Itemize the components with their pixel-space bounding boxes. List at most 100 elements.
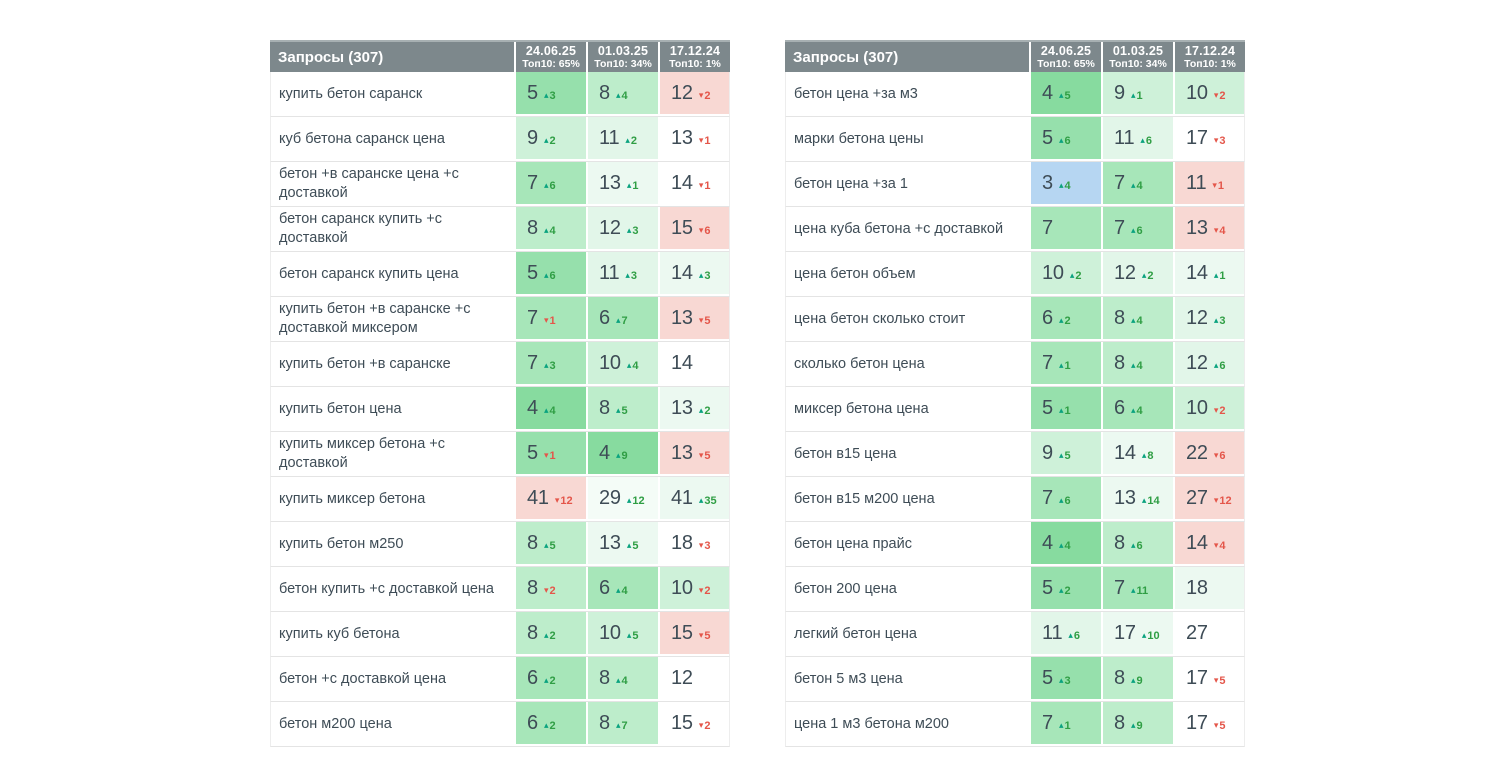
table-row[interactable]: купить куб бетона 8 ▴ 2 10 ▴ 5 15 ▾ 5 — [270, 612, 730, 657]
table-row[interactable]: бетон цена +за м3 4 ▴ 5 9 ▴ 1 10 ▾ 2 — [785, 72, 1245, 117]
keyword-label: бетон м200 цена — [279, 715, 392, 732]
table-row[interactable]: бетон в15 м200 цена 7 ▴ 6 13 ▴ 14 27 ▾ 12 — [785, 477, 1245, 522]
table-row[interactable]: бетон цена прайс 4 ▴ 4 8 ▴ 6 14 ▾ 4 — [785, 522, 1245, 567]
rank-cell: 4 ▴ 5 — [1029, 72, 1101, 116]
date-column-header[interactable]: 01.03.25 Топ10: 34% — [586, 42, 658, 72]
keyword-cell: бетон 5 м3 цена — [786, 657, 1029, 701]
rank-cell: 9 ▴ 1 — [1101, 72, 1173, 116]
date-column-header[interactable]: 24.06.25 Топ10: 65% — [514, 42, 586, 72]
rank-value: 13 — [1186, 216, 1208, 239]
rank-delta: ▴ 2 — [544, 675, 556, 687]
date-column-header[interactable]: 01.03.25 Топ10: 34% — [1101, 42, 1173, 72]
rank-value: 14 — [1186, 261, 1208, 284]
down-arrow-icon: ▾ — [1212, 180, 1217, 190]
table-row[interactable]: цена 1 м3 бетона м200 7 ▴ 1 8 ▴ 9 17 ▾ 5 — [785, 702, 1245, 747]
table-row[interactable]: марки бетона цены 5 ▴ 6 11 ▴ 6 17 ▾ 3 — [785, 117, 1245, 162]
rank-cell: 7 ▾ 1 — [514, 297, 586, 341]
rank-value: 7 — [1042, 486, 1053, 509]
table-row[interactable]: легкий бетон цена 11 ▴ 6 17 ▴ 10 27 — [785, 612, 1245, 657]
rank-delta-value: 2 — [549, 629, 556, 642]
rank-delta: ▾ 5 — [699, 315, 711, 327]
up-arrow-icon: ▴ — [543, 135, 549, 145]
rank-value: 27 — [1186, 486, 1208, 509]
rank-cell: 14 ▴ 3 — [658, 252, 729, 296]
table-row[interactable]: цена куба бетона +с доставкой 7 7 ▴ 6 13 ▾ 4 — [785, 207, 1245, 252]
rank-cell: 8 ▴ 4 — [586, 657, 658, 701]
up-arrow-icon: ▴ — [615, 675, 621, 685]
up-arrow-icon: ▴ — [1058, 720, 1064, 730]
keyword-label: куб бетона саранск цена — [279, 130, 445, 147]
table-row[interactable]: цена бетон объем 10 ▴ 2 12 ▴ 2 14 ▴ 1 — [785, 252, 1245, 297]
rank-delta-value: 2 — [1147, 269, 1154, 282]
rank-cell: 5 ▴ 6 — [514, 252, 586, 296]
up-arrow-icon: ▴ — [1068, 630, 1073, 640]
table-row[interactable]: бетон 200 цена 5 ▴ 2 7 ▴ 11 18 — [785, 567, 1245, 612]
up-arrow-icon: ▴ — [543, 360, 549, 370]
up-arrow-icon: ▴ — [1069, 270, 1075, 280]
keyword-cell: купить бетон саранск — [271, 72, 514, 116]
table-row[interactable]: купить бетон +в саранске 7 ▴ 3 10 ▴ 4 14 — [270, 342, 730, 387]
rank-cell: 13 ▴ 1 — [586, 162, 658, 206]
rank-value: 8 — [527, 531, 538, 554]
table-row[interactable]: сколько бетон цена 7 ▴ 1 8 ▴ 4 12 ▴ 6 — [785, 342, 1245, 387]
table-row[interactable]: купить миксер бетона +с доставкой 5 ▾ 1 4 ▴ 9 1… — [270, 432, 730, 477]
rank-cell: 11 ▴ 6 — [1101, 117, 1173, 161]
down-arrow-icon: ▾ — [543, 450, 549, 460]
table-row[interactable]: бетон 5 м3 цена 5 ▴ 3 8 ▴ 9 17 ▾ 5 — [785, 657, 1245, 702]
rank-delta: ▾ 5 — [699, 450, 711, 462]
date-column-header[interactable]: 17.12.24 Топ10: 1% — [658, 42, 730, 72]
table-row[interactable]: куб бетона саранск цена 9 ▴ 2 11 ▴ 2 13 ▾ 1 — [270, 117, 730, 162]
rank-cell: 8 ▴ 5 — [586, 387, 658, 431]
rank-delta: ▴ 2 — [544, 630, 556, 642]
rank-cell: 10 ▾ 2 — [658, 567, 729, 611]
rank-cell: 7 ▴ 11 — [1101, 567, 1173, 611]
date-column-header[interactable]: 24.06.25 Топ10: 65% — [1029, 42, 1101, 72]
table-row[interactable]: бетон +с доставкой цена 6 ▴ 2 8 ▴ 4 12 — [270, 657, 730, 702]
rank-value: 14 — [671, 171, 693, 194]
table-row[interactable]: бетон купить +с доставкой цена 8 ▾ 2 6 ▴ 4 10 ▾ 2 — [270, 567, 730, 612]
top10-label: Топ10: 1% — [1184, 58, 1236, 71]
rank-cell: 6 ▴ 2 — [1029, 297, 1101, 341]
rank-delta: ▴ 9 — [616, 450, 628, 462]
table-row[interactable]: купить бетон +в саранске +с доставкой ми… — [270, 297, 730, 342]
table-row[interactable]: купить миксер бетона 41 ▾ 12 29 ▴ 12 41 ▴ 35 — [270, 477, 730, 522]
rank-delta-value: 3 — [704, 269, 711, 282]
rank-delta-value: 2 — [704, 719, 711, 732]
table-row[interactable]: цена бетон сколько стоит 6 ▴ 2 8 ▴ 4 12 ▴ 3 — [785, 297, 1245, 342]
date-label: 17.12.24 — [669, 43, 721, 58]
table-row[interactable]: бетон саранск купить цена 5 ▴ 6 11 ▴ 3 14 ▴ 3 — [270, 252, 730, 297]
table-row[interactable]: купить бетон саранск 5 ▴ 3 8 ▴ 4 12 ▾ 2 — [270, 72, 730, 117]
rank-delta-value: 3 — [1219, 314, 1226, 327]
rank-delta-value: 6 — [1064, 134, 1071, 147]
rank-delta: ▴ 5 — [627, 630, 639, 642]
rank-delta: ▾ 1 — [699, 135, 711, 147]
table-row[interactable]: бетон цена +за 1 3 ▴ 4 7 ▴ 4 11 ▾ 1 — [785, 162, 1245, 207]
rank-cell: 12 — [658, 657, 729, 701]
date-column-header[interactable]: 17.12.24 Топ10: 1% — [1173, 42, 1245, 72]
rank-value: 8 — [1114, 666, 1125, 689]
rank-cell: 8 ▾ 2 — [514, 567, 586, 611]
keyword-cell: сколько бетон цена — [786, 342, 1029, 386]
up-arrow-icon: ▴ — [543, 630, 549, 640]
rank-delta-value: 1 — [549, 314, 556, 327]
rank-delta-value: 5 — [704, 629, 711, 642]
rank-cell: 14 ▴ 8 — [1101, 432, 1173, 476]
table-row[interactable]: купить бетон цена 4 ▴ 4 8 ▴ 5 13 ▴ 2 — [270, 387, 730, 432]
table-row[interactable]: бетон м200 цена 6 ▴ 2 8 ▴ 7 15 ▾ 2 — [270, 702, 730, 747]
rank-cell: 7 ▴ 1 — [1029, 702, 1101, 746]
up-arrow-icon: ▴ — [1130, 585, 1136, 595]
keyword-cell: бетон цена +за м3 — [786, 72, 1029, 116]
table-row[interactable]: купить бетон м250 8 ▴ 5 13 ▴ 5 18 ▾ 3 — [270, 522, 730, 567]
rank-value: 8 — [1114, 711, 1125, 734]
rank-delta-value: 5 — [632, 629, 639, 642]
table-row[interactable]: бетон в15 цена 9 ▴ 5 14 ▴ 8 22 ▾ 6 — [785, 432, 1245, 477]
table-row[interactable]: бетон +в саранске цена +с доставкой 7 ▴ 6 13… — [270, 162, 730, 207]
rank-delta-value: 12 — [560, 494, 573, 507]
rank-delta: ▴ 4 — [544, 225, 556, 237]
rank-delta: ▴ 6 — [544, 270, 556, 282]
table-row[interactable]: миксер бетона цена 5 ▴ 1 6 ▴ 4 10 ▾ 2 — [785, 387, 1245, 432]
table-row[interactable]: бетон саранск купить +с доставкой 8 ▴ 4 12 ▴ 3… — [270, 207, 730, 252]
rank-delta-value: 2 — [549, 674, 556, 687]
rank-cell: 27 — [1173, 612, 1244, 656]
keyword-cell: купить бетон +в саранске +с доставкой ми… — [271, 297, 514, 341]
